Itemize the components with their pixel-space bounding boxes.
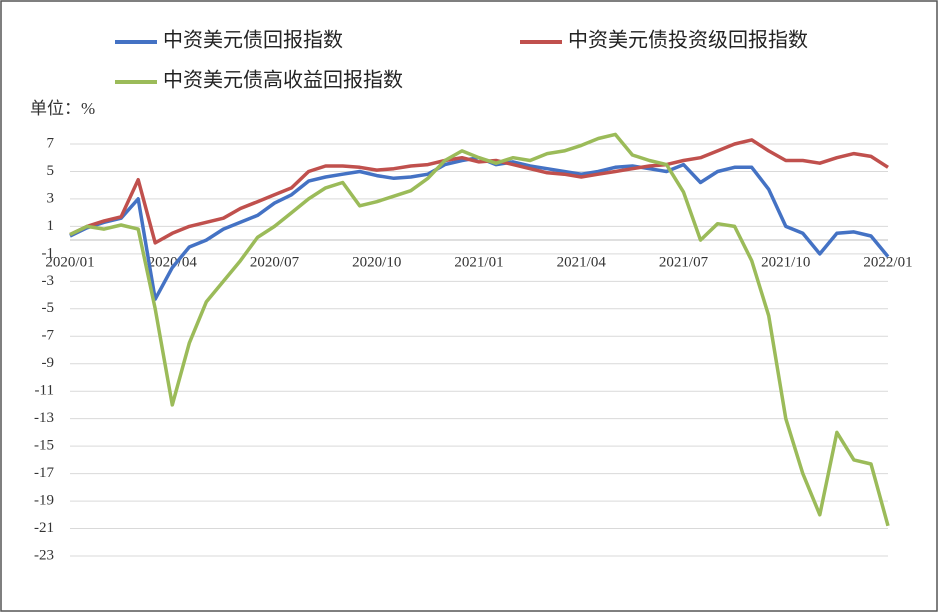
x-tick-label: 2021/01 <box>454 255 503 271</box>
y-tick-label: -15 <box>34 438 54 454</box>
legend-label: 中资美元债回报指数 <box>163 29 343 52</box>
y-tick-label: -9 <box>42 355 55 371</box>
y-tick-label: -21 <box>34 520 54 536</box>
x-tick-label: 2020/07 <box>250 255 300 271</box>
x-tick-label: 2022/01 <box>863 255 912 271</box>
y-tick-label: -11 <box>35 383 54 399</box>
y-tick-label: -5 <box>42 300 55 316</box>
y-tick-label: -13 <box>34 410 54 426</box>
y-tick-label: -1 <box>42 245 55 261</box>
y-tick-label: 1 <box>47 218 55 234</box>
x-tick-label: 2020/01 <box>45 255 94 271</box>
y-tick-label: -17 <box>34 465 54 481</box>
x-tick-label: 2021/10 <box>761 255 810 271</box>
unit-label: 单位：% <box>30 99 95 118</box>
y-tick-label: -19 <box>34 493 54 509</box>
x-tick-label: 2021/04 <box>557 255 607 271</box>
legend-label: 中资美元债投资级回报指数 <box>568 29 808 52</box>
y-tick-label: -3 <box>42 273 55 289</box>
series-line <box>69 138 889 245</box>
y-tick-label: 3 <box>47 190 55 206</box>
x-tick-label: 2021/07 <box>659 255 709 271</box>
series-line <box>69 132 890 527</box>
x-tick-label: 2020/10 <box>352 255 401 271</box>
y-tick-label: 5 <box>47 163 55 179</box>
x-tick-label: 2020/04 <box>148 255 198 271</box>
y-tick-label: -23 <box>34 547 54 563</box>
y-tick-label: -7 <box>42 328 55 344</box>
y-tick-label: 7 <box>47 135 55 151</box>
legend-label: 中资美元债高收益回报指数 <box>163 69 403 92</box>
